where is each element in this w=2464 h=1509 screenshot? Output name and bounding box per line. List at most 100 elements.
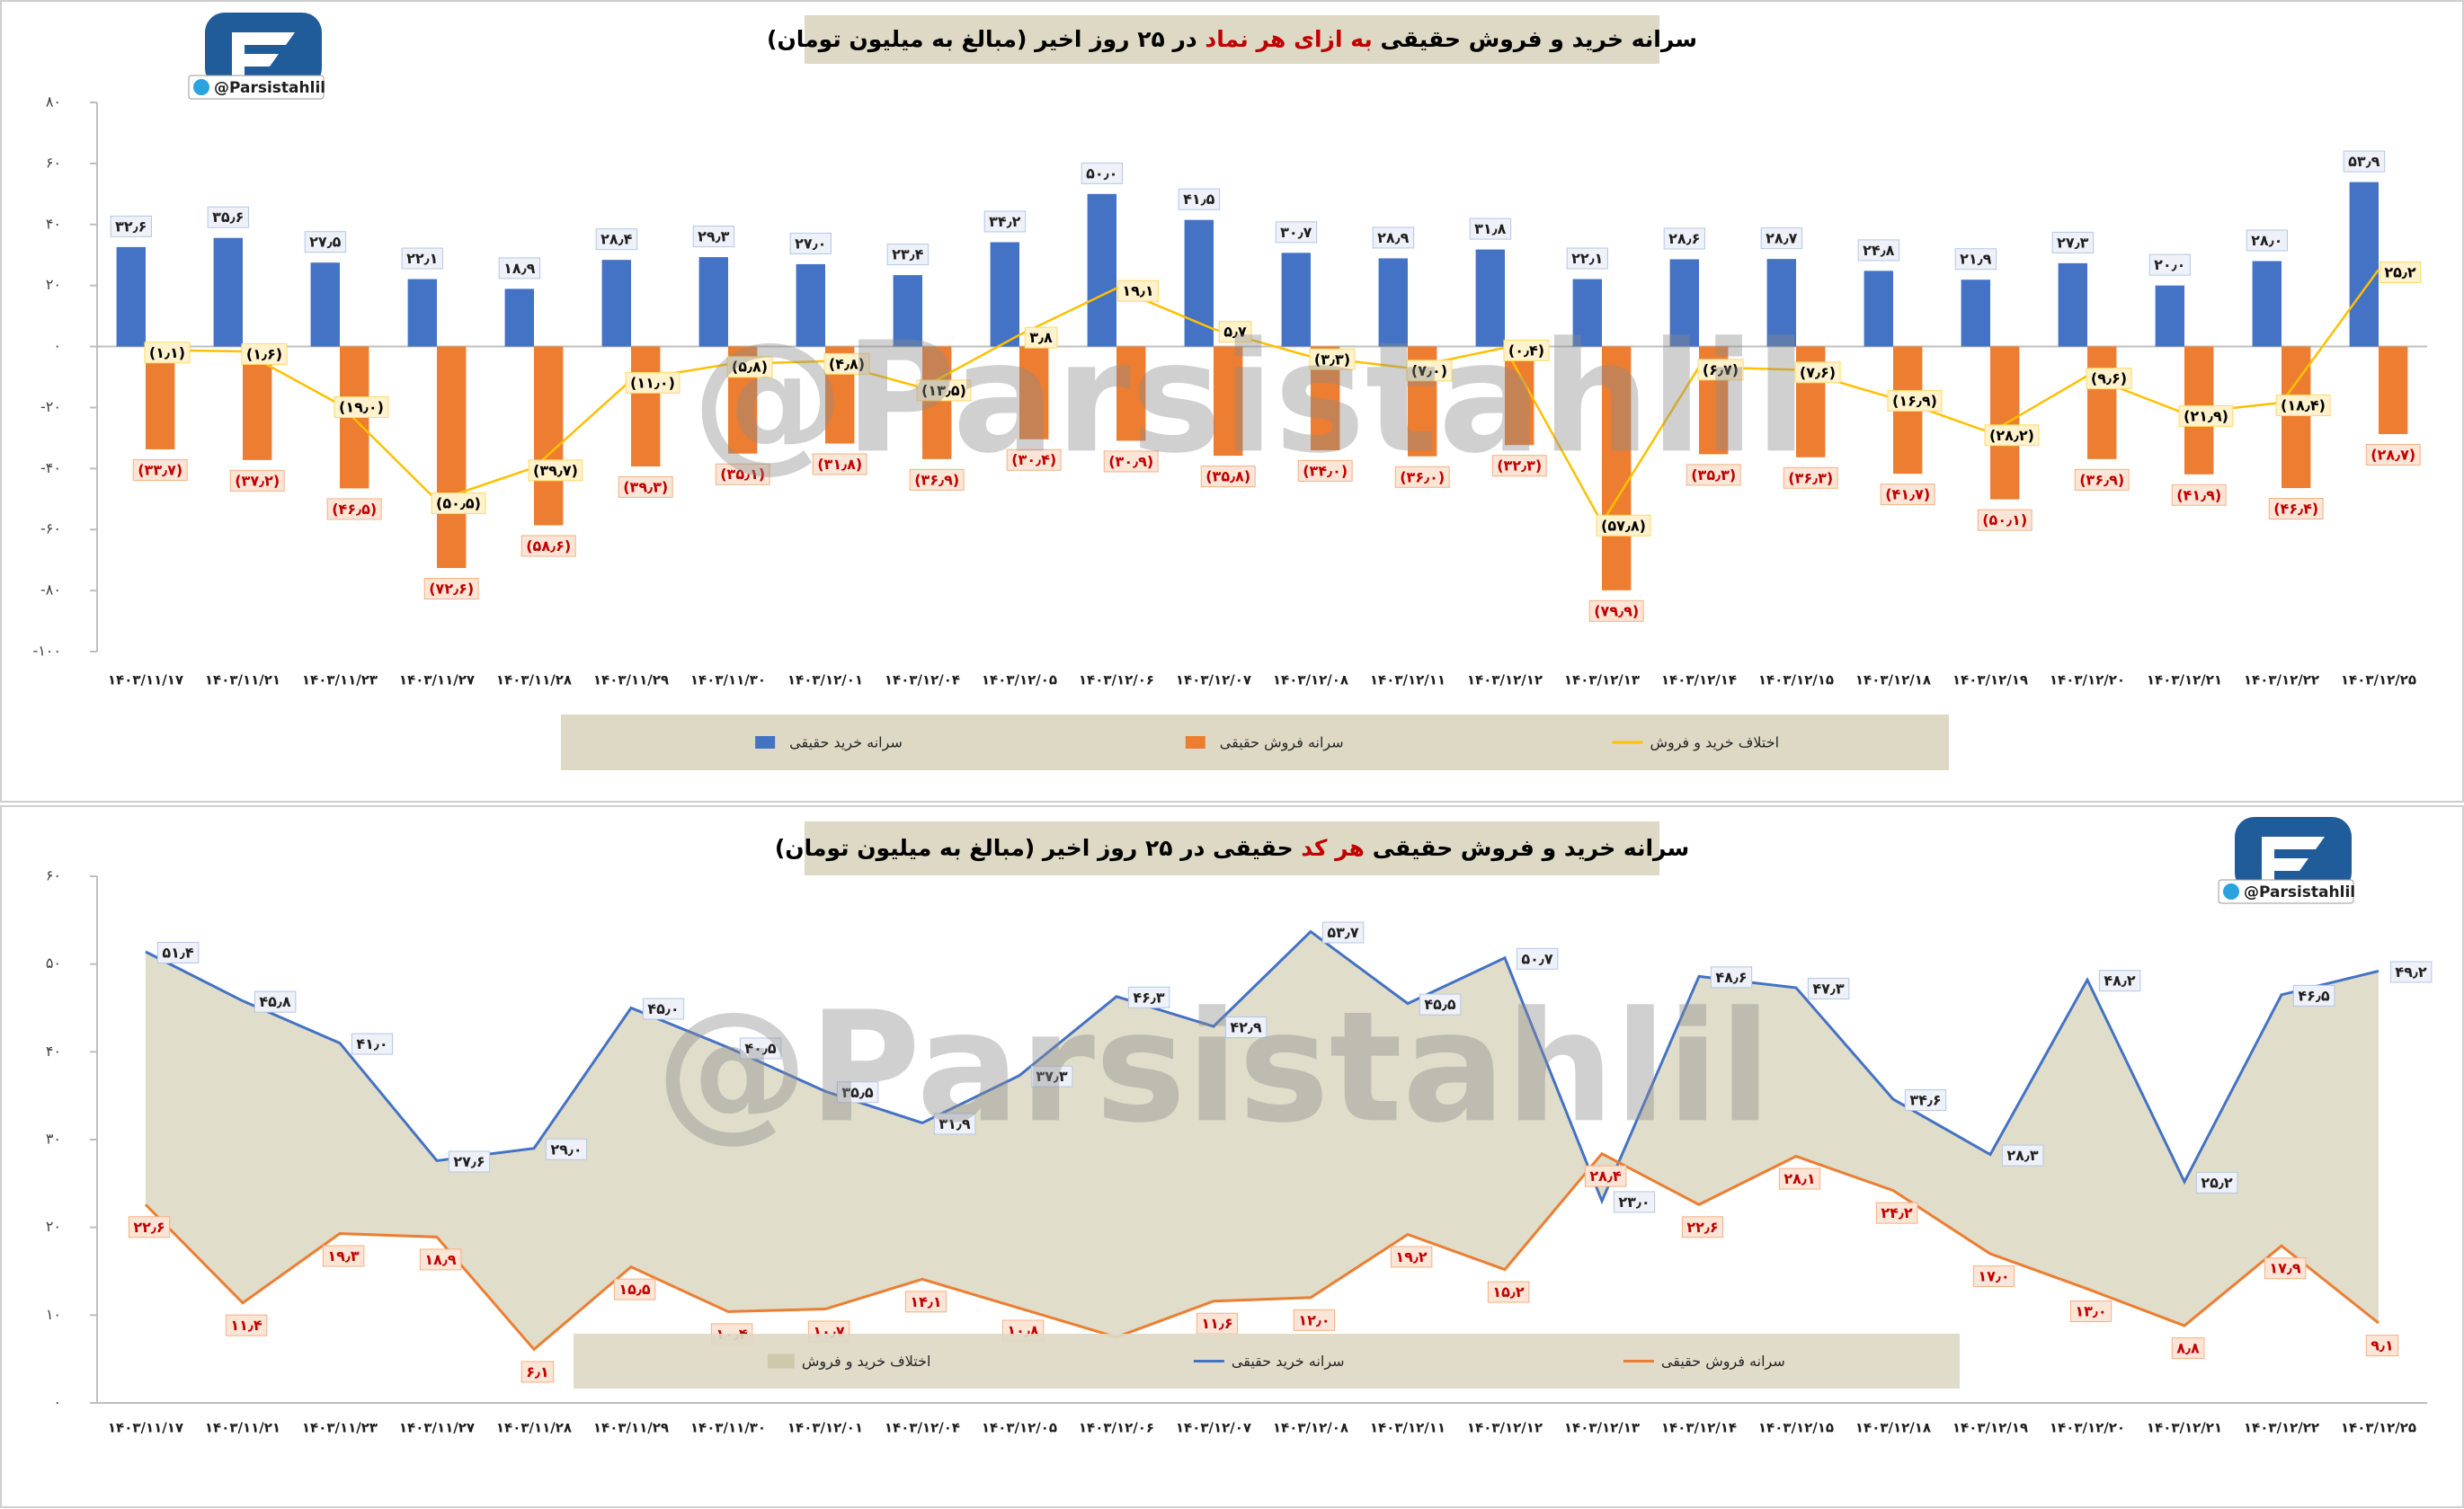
legend-label: اختلاف خرید و فروش — [1650, 734, 1779, 752]
data-label-box — [1390, 1246, 1433, 1268]
data-label: ۲۳٫۴ — [892, 246, 924, 263]
logo: @Parsistahlil — [2218, 817, 2355, 904]
legend-box — [561, 715, 1949, 770]
data-label-box — [1006, 448, 1062, 471]
data-label: ۵۰٫۰ — [1086, 164, 1117, 182]
bar — [1505, 346, 1534, 446]
data-label-box — [1681, 1216, 1724, 1238]
data-label: ۹٫۱ — [2371, 1337, 2394, 1354]
y-tick-label: ۰ — [53, 337, 61, 354]
bar — [2379, 346, 2408, 434]
title-part: هر کد — [1301, 835, 1365, 862]
data-label-box — [642, 998, 685, 1020]
data-label-box — [715, 463, 770, 485]
data-label: ۱۹٫۱ — [1122, 282, 1153, 299]
area — [146, 931, 2379, 1350]
data-label-box — [2086, 368, 2132, 390]
x-tick-label: ۱۴۰۳/۱۲/۲۱ — [2147, 672, 2222, 688]
data-label-box — [225, 1314, 268, 1336]
data-label: ۳۴٫۲ — [989, 213, 1021, 230]
data-label-box — [1406, 359, 1453, 382]
x-tick-label: ۱۴۰۳/۱۲/۱۴ — [1661, 672, 1737, 688]
data-label: (۳۳٫۷) — [138, 461, 182, 478]
data-label-box — [1024, 326, 1058, 349]
data-label: ۵۳٫۹ — [2348, 153, 2380, 170]
data-label: ۲۲٫۱ — [1571, 250, 1603, 267]
x-tick-label: ۱۴۰۳/۱۱/۲۸ — [496, 672, 572, 688]
y-tick-label: ۵۰ — [46, 954, 61, 972]
title-box — [805, 15, 1659, 64]
bar — [1475, 249, 1505, 347]
x-tick-label: ۱۴۰۳/۱۲/۲۲ — [2244, 672, 2319, 688]
data-label: ۴۸٫۲ — [2104, 972, 2136, 990]
data-label-box — [1686, 464, 1741, 486]
y-tick-label: ۸۰ — [46, 93, 61, 111]
bar — [1766, 259, 1796, 347]
data-label-box — [448, 1150, 491, 1173]
bar — [922, 346, 952, 459]
x-tick-label: ۱۴۰۳/۱۲/۰۴ — [885, 1420, 960, 1436]
data-label: ۵۳٫۷ — [1327, 924, 1359, 941]
legend-marker — [755, 736, 776, 749]
data-label: ۲۲٫۱ — [406, 250, 438, 267]
data-label: ۲۷٫۰ — [795, 235, 826, 252]
y-tick-label: ۳۰ — [46, 1131, 61, 1148]
data-label-box — [1321, 921, 1365, 944]
data-label-box — [1491, 455, 1547, 477]
data-label: ۳۴٫۶ — [1909, 1092, 1941, 1109]
data-label-box — [692, 226, 735, 248]
bar — [146, 346, 175, 449]
x-tick-label: ۱۴۰۳/۱۱/۳۰ — [690, 1420, 766, 1436]
bar — [534, 346, 564, 526]
x-tick-label: ۱۴۰۳/۱۱/۳۰ — [690, 672, 766, 688]
x-tick-label: ۱۴۰۳/۱۲/۱۲ — [1467, 1420, 1543, 1436]
data-label: ۳۰٫۷ — [1280, 224, 1312, 241]
x-tick-label: ۱۴۰۳/۱۲/۲۰ — [2050, 672, 2125, 688]
data-label: ۲۳٫۰ — [1618, 1194, 1650, 1211]
data-label: (۳۶٫۰) — [1400, 468, 1445, 485]
logo-icon — [193, 79, 209, 95]
x-tick-label: ۱۴۰۳/۱۱/۱۷ — [108, 1420, 183, 1436]
x-tick-label: ۱۴۰۳/۱۱/۲۳ — [302, 672, 378, 688]
y-tick-label: ۶۰ — [46, 154, 61, 171]
x-tick-label: ۱۴۰۳/۱۲/۰۵ — [982, 672, 1057, 688]
x-tick-label: ۱۴۰۳/۱۲/۲۵ — [2341, 1420, 2416, 1436]
data-label-box — [207, 206, 249, 228]
data-label: (۱٫۱) — [149, 344, 185, 361]
data-label-box — [2365, 443, 2421, 466]
data-label: (۳۰٫۹) — [1108, 453, 1153, 470]
data-label-box — [1880, 484, 1935, 506]
data-label-box — [254, 990, 297, 1013]
data-label-box — [595, 228, 638, 251]
logo-box — [188, 75, 325, 100]
y-tick-label: -۶۰ — [40, 520, 61, 537]
data-label-box — [1710, 966, 1753, 989]
data-label-box — [1127, 986, 1170, 1008]
data-label: ۲۸٫۷ — [1766, 230, 1798, 247]
x-tick-label: ۱۴۰۳/۱۱/۲۷ — [399, 672, 475, 688]
y-tick-label: -۸۰ — [40, 581, 61, 599]
data-label: ۴۵٫۸ — [259, 993, 291, 1010]
x-tick-label: ۱۴۰۳/۱۲/۱۹ — [1953, 1420, 2028, 1436]
data-label: ۴۰٫۵ — [744, 1040, 777, 1057]
data-label: ۸٫۸ — [2176, 1340, 2200, 1357]
data-label: (۲۱٫۹) — [2184, 407, 2228, 424]
x-tick-label: ۱۴۰۳/۱۱/۲۱ — [205, 1420, 280, 1436]
data-label-box — [886, 244, 930, 266]
data-label: ۲۰٫۰ — [2154, 256, 2185, 273]
data-label-box — [2246, 229, 2288, 252]
data-label-box — [983, 210, 1027, 233]
data-label-box — [823, 352, 870, 375]
data-label-box — [2148, 253, 2191, 276]
title-box — [805, 821, 1659, 875]
data-label: ۱۳٫۰ — [2075, 1303, 2106, 1320]
bar — [1184, 219, 1214, 347]
data-label: (۳۲٫۳) — [1497, 457, 1542, 475]
title-part: سرانه خرید و فروش حقیقی — [1373, 835, 1689, 862]
data-label: ۱۵٫۵ — [618, 1281, 651, 1298]
data-label: (۳۹٫۳) — [623, 478, 668, 495]
x-tick-label: ۱۴۰۳/۱۱/۲۸ — [496, 1420, 572, 1436]
data-label-box — [1984, 424, 2040, 447]
y-tick-label: -۲۰ — [40, 398, 61, 415]
data-label: ۵۱٫۴ — [162, 944, 194, 961]
